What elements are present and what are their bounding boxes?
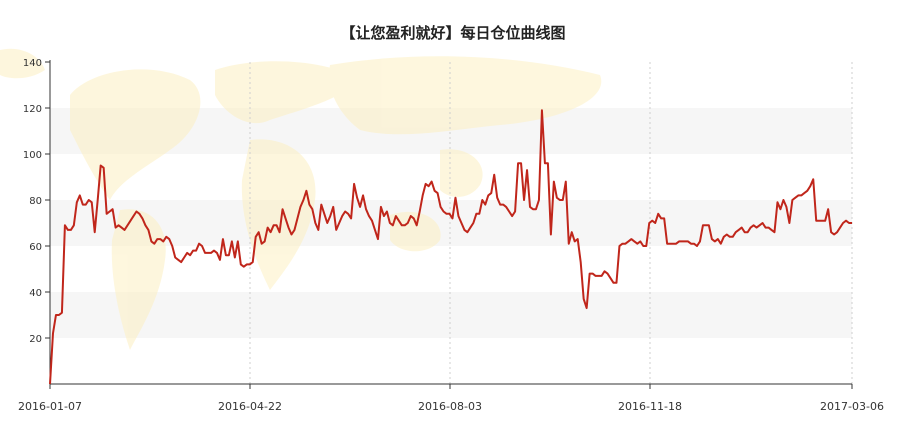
map-backdrop-shape [390,211,441,252]
map-backdrop-shape [0,48,45,79]
y-tick-label: 60 [29,242,42,253]
y-tick-label: 20 [29,334,42,345]
y-tick-label: 80 [29,196,42,207]
x-tick-label: 2017-03-06 [820,400,884,413]
map-backdrop-shape [215,61,360,124]
x-tick-label: 2016-04-22 [218,400,282,413]
series-line [49,109,852,385]
map-backdrop-shape [329,56,602,135]
x-tick-label: 2016-01-07 [18,400,82,413]
chart-title: 【让您盈利就好】每日仓位曲线图 [340,24,566,42]
x-tick-label: 2016-11-18 [618,400,682,413]
chart-band [50,246,852,292]
y-tick-label: 40 [29,288,42,299]
chart-band [50,338,852,384]
x-tick-label: 2016-08-03 [418,400,482,413]
map-backdrop-shape [241,139,316,290]
y-tick-label: 140 [23,58,42,69]
y-tick-label: 100 [23,150,42,161]
chart-band [50,292,852,338]
map-backdrop-shape [440,149,483,197]
map-backdrop-shape [111,209,166,350]
y-tick-label: 120 [23,104,42,115]
